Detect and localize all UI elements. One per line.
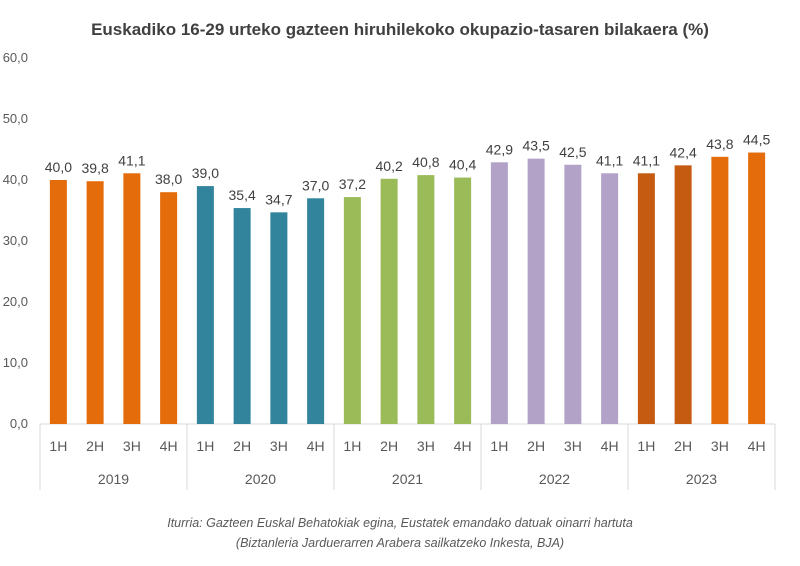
y-tick-label: 0,0	[10, 416, 28, 431]
bar	[564, 164, 582, 424]
x-tick-label-year: 2019	[98, 471, 129, 487]
x-tick-label-quarter: 2H	[233, 438, 251, 454]
x-tick-label-quarter: 4H	[748, 438, 766, 454]
data-label: 39,8	[82, 160, 109, 176]
chart-title: Euskadiko 16-29 urteko gazteen hiruhilek…	[91, 20, 709, 39]
bar	[380, 178, 398, 424]
data-label: 41,1	[118, 152, 145, 168]
x-tick-label-quarter: 1H	[196, 438, 214, 454]
bar	[123, 173, 141, 424]
data-label: 38,0	[155, 171, 182, 187]
data-label: 34,7	[265, 191, 292, 207]
data-label: 40,0	[45, 159, 72, 175]
bar	[417, 175, 435, 424]
data-label: 35,4	[229, 187, 256, 203]
x-tick-label-quarter: 1H	[49, 438, 67, 454]
data-label: 40,8	[412, 154, 439, 170]
y-tick-label: 10,0	[3, 355, 28, 370]
data-label: 42,5	[559, 144, 586, 160]
x-tick-label-quarter: 1H	[637, 438, 655, 454]
x-tick-label-year: 2021	[392, 471, 423, 487]
data-label: 41,1	[596, 152, 623, 168]
data-label: 40,4	[449, 157, 476, 173]
data-label: 40,2	[376, 158, 403, 174]
y-tick-label: 60,0	[3, 50, 28, 65]
x-tick-label-quarter: 3H	[564, 438, 582, 454]
bar	[601, 173, 619, 424]
data-label: 42,9	[486, 141, 513, 157]
data-label: 37,0	[302, 177, 329, 193]
bar	[307, 198, 325, 424]
bar	[86, 181, 104, 424]
x-tick-label-quarter: 3H	[417, 438, 435, 454]
data-label: 43,5	[523, 138, 550, 154]
x-tick-label-quarter: 4H	[307, 438, 325, 454]
x-tick-label-quarter: 2H	[380, 438, 398, 454]
y-tick-label: 40,0	[3, 172, 28, 187]
data-label: 44,5	[743, 132, 770, 148]
y-tick-label: 30,0	[3, 233, 28, 248]
x-tick-label-quarter: 2H	[527, 438, 545, 454]
x-tick-label-quarter: 1H	[490, 438, 508, 454]
bar	[270, 212, 288, 424]
x-tick-label-quarter: 2H	[86, 438, 104, 454]
x-tick-label-year: 2020	[245, 471, 276, 487]
x-tick-label-year: 2023	[686, 471, 717, 487]
bar	[527, 158, 545, 424]
x-tick-label-quarter: 4H	[454, 438, 472, 454]
bar	[674, 165, 692, 425]
x-tick-label-quarter: 3H	[123, 438, 141, 454]
bar	[160, 192, 178, 424]
x-tick-label-quarter: 4H	[601, 438, 619, 454]
x-tick-label-year: 2022	[539, 471, 570, 487]
bar	[343, 197, 361, 424]
bar	[454, 177, 472, 424]
bar	[196, 186, 214, 424]
x-tick-label-quarter: 3H	[270, 438, 288, 454]
data-label: 39,0	[192, 165, 219, 181]
data-label: 37,2	[339, 176, 366, 192]
y-tick-label: 20,0	[3, 294, 28, 309]
bar	[748, 152, 766, 425]
x-tick-label-quarter: 2H	[674, 438, 692, 454]
bar	[637, 173, 655, 424]
x-tick-label-quarter: 4H	[160, 438, 178, 454]
data-label: 42,4	[670, 144, 697, 160]
x-tick-label-quarter: 1H	[343, 438, 361, 454]
data-label: 41,1	[633, 152, 660, 168]
x-tick-label-quarter: 3H	[711, 438, 729, 454]
data-label: 43,8	[706, 136, 733, 152]
bar	[490, 162, 508, 424]
bar	[49, 180, 67, 424]
source-line-2: (Biztanleria Jarduerarren Arabera sailka…	[235, 536, 565, 550]
y-tick-label: 50,0	[3, 111, 28, 126]
bar	[711, 156, 729, 424]
bar	[233, 208, 251, 424]
source-line-1: Iturria: Gazteen Euskal Behatokiak egina…	[167, 516, 633, 530]
